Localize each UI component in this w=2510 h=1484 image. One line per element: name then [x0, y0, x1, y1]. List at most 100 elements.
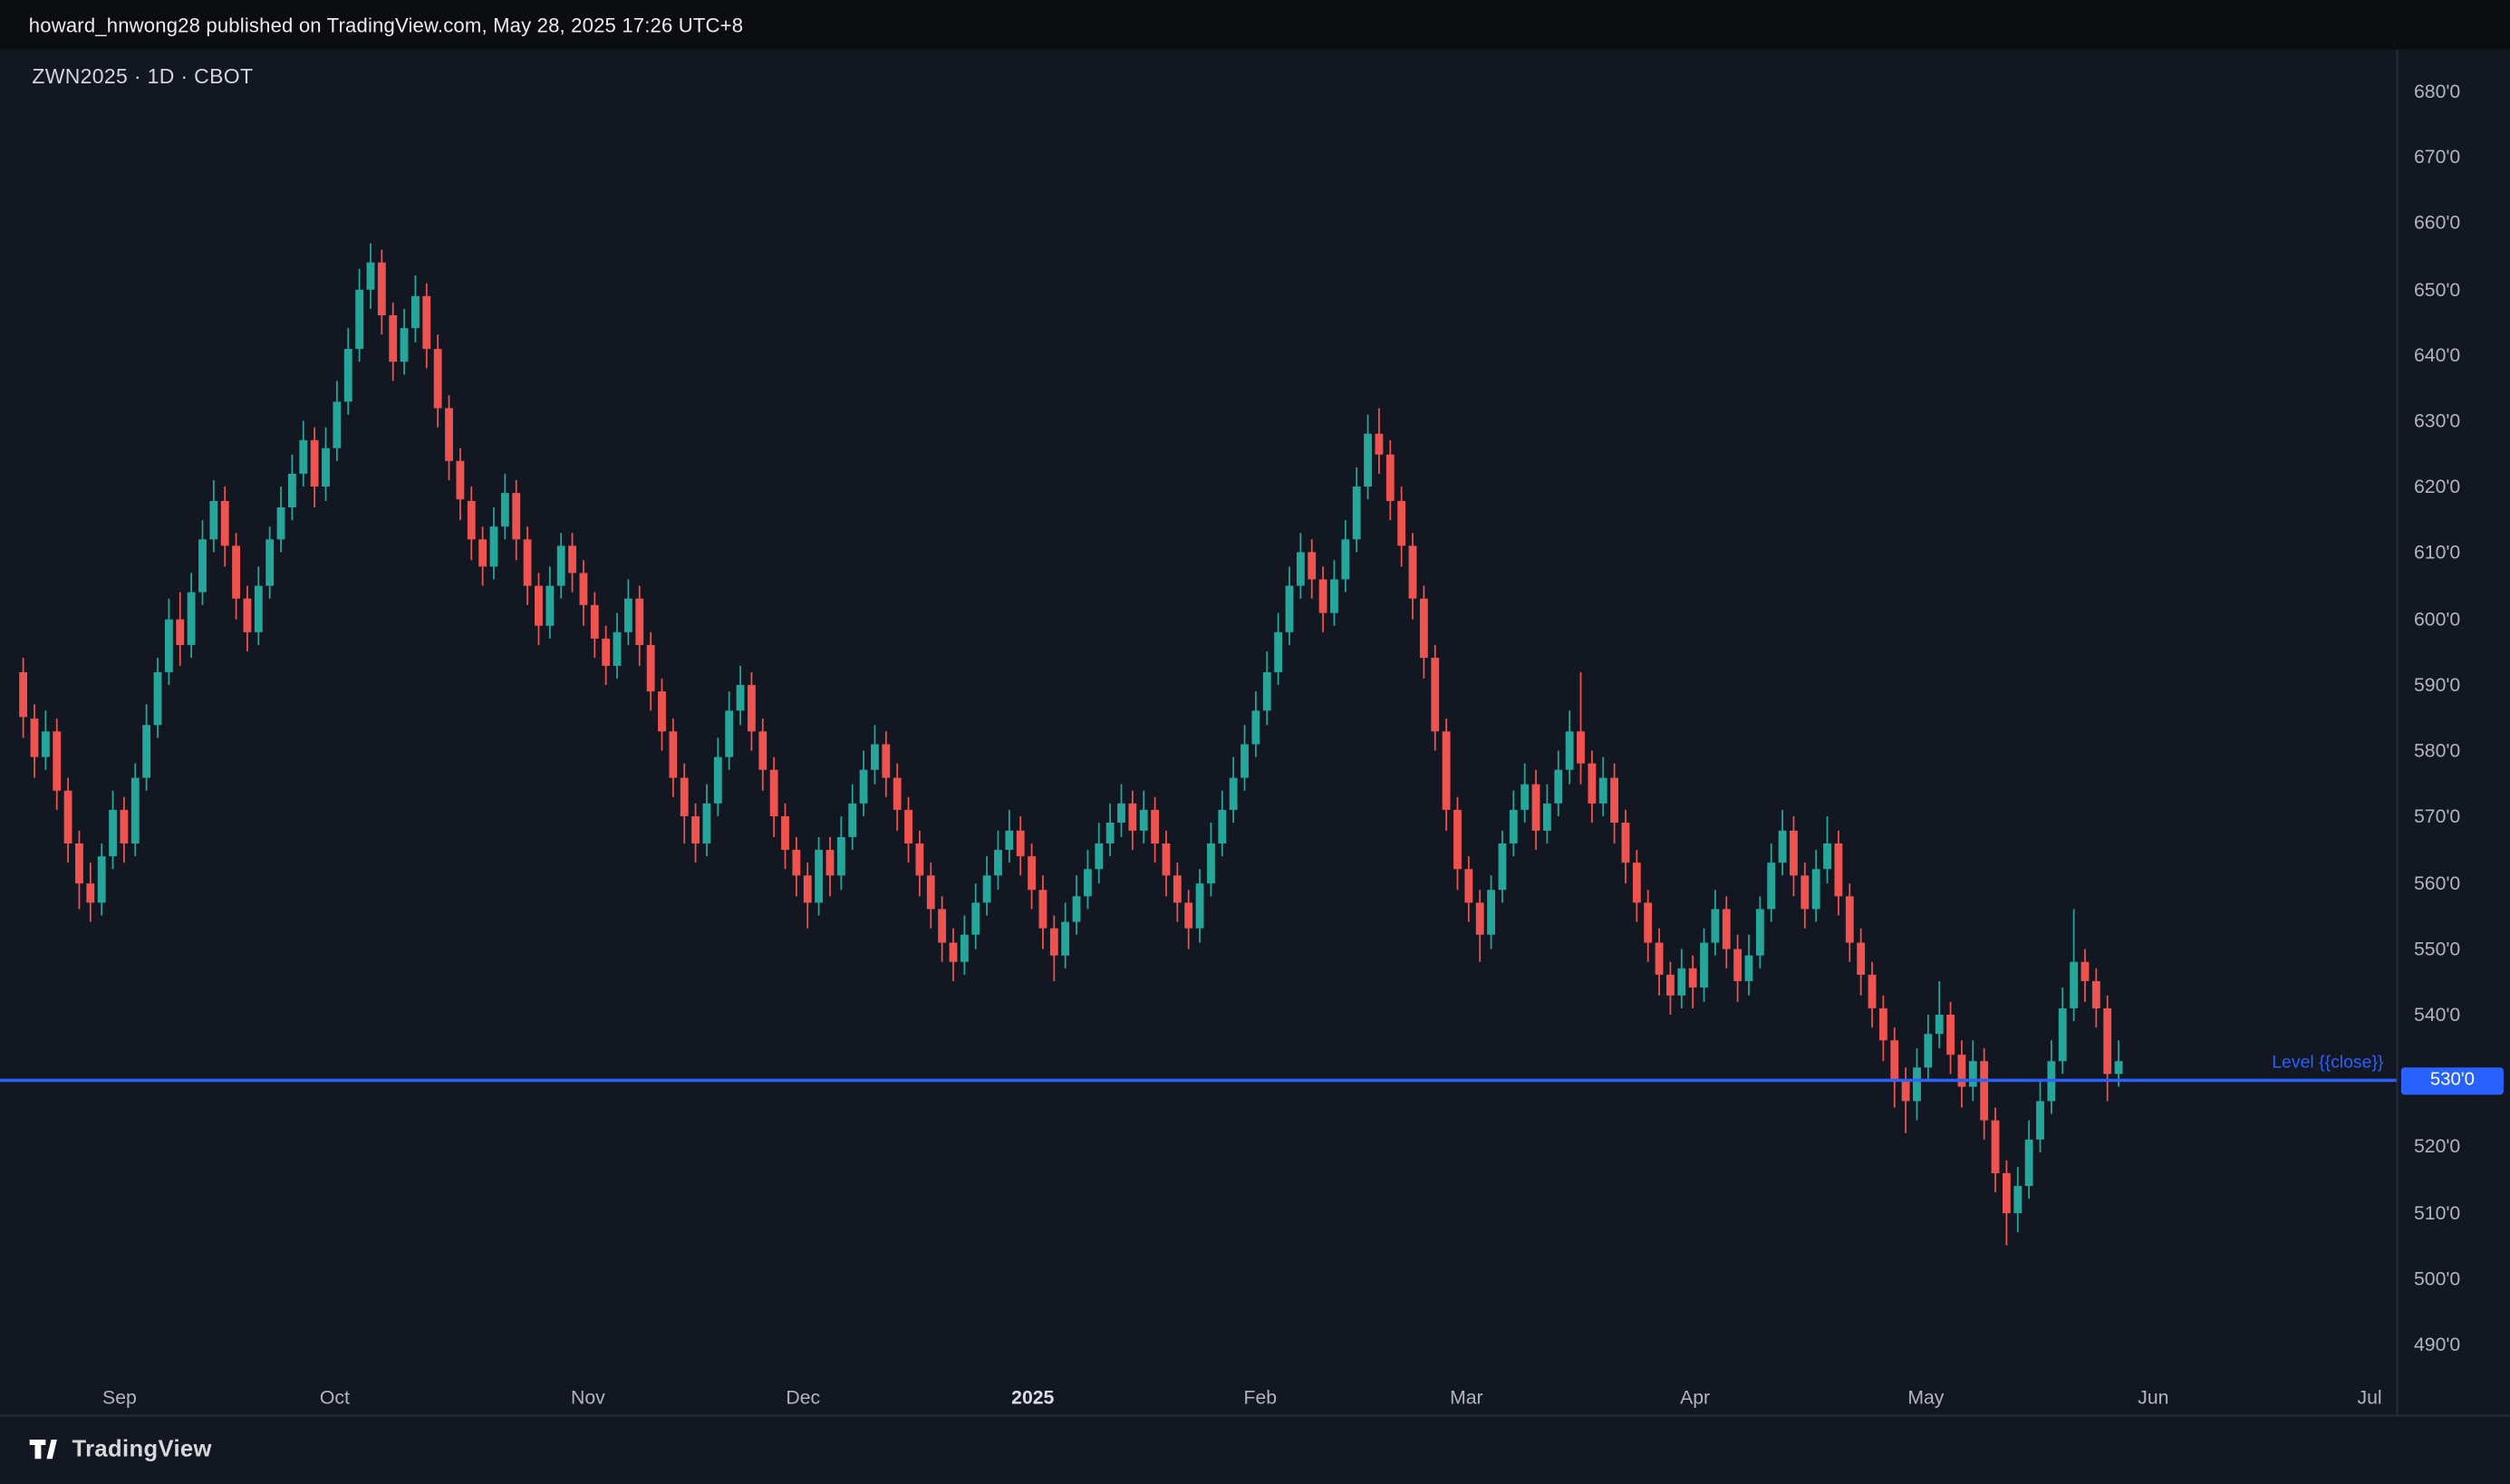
candle-body — [949, 941, 958, 962]
candle-body — [613, 631, 622, 666]
candle-body — [2091, 981, 2100, 1008]
candle-body — [120, 810, 129, 843]
candle-body — [243, 599, 252, 632]
candle-body — [1251, 711, 1260, 745]
time-tick-label: Oct — [319, 1385, 350, 1409]
time-axis[interactable]: Sep Oct Nov Dec 2025 Feb Mar Apr May Jun Jul — [0, 1383, 2397, 1414]
candle-body — [63, 790, 72, 843]
candle-body — [232, 546, 240, 600]
candle-body — [2002, 1172, 2011, 1213]
candle-body — [433, 348, 442, 409]
candle-body — [377, 262, 386, 316]
candle-body — [982, 876, 991, 903]
candle-body — [535, 585, 543, 626]
candle-body — [568, 546, 576, 573]
candle-body — [478, 539, 488, 566]
candle-body — [19, 671, 28, 718]
candle-body — [590, 605, 599, 639]
candle-body — [1117, 803, 1125, 824]
candle-wick — [1579, 671, 1582, 785]
candle-body — [467, 500, 476, 540]
tradingview-logo-icon[interactable] — [25, 1432, 59, 1466]
candle-body — [209, 500, 218, 540]
candle-body — [1935, 1014, 1944, 1035]
candle-body — [825, 849, 835, 876]
candle-body — [713, 756, 722, 804]
candle-body — [153, 671, 162, 725]
candle-body — [848, 803, 857, 837]
candle-body — [1968, 1060, 1977, 1087]
candle-body — [1811, 869, 1820, 910]
candle-body — [1229, 776, 1238, 811]
price-tick-label: 580'0 — [2414, 739, 2461, 763]
candle-body — [1442, 730, 1451, 811]
candle-body — [1352, 487, 1361, 540]
candle-body — [1520, 784, 1530, 811]
candle-body — [254, 585, 263, 632]
candle-body — [1241, 744, 1249, 777]
candle-body — [1049, 929, 1058, 956]
price-tick-label: 540'0 — [2414, 1003, 2461, 1026]
candle-body — [1991, 1120, 2000, 1173]
candle-body — [736, 684, 745, 711]
symbol-legend[interactable]: ZWN2025 · 1D · CBOT — [32, 63, 254, 89]
time-tick-label: Nov — [571, 1385, 605, 1409]
candle-body — [1644, 902, 1653, 942]
price-tick-label: 670'0 — [2414, 146, 2461, 169]
horizontal-level-line[interactable] — [0, 1078, 2397, 1083]
time-tick-label: Dec — [786, 1385, 821, 1409]
candle-body — [1162, 843, 1171, 877]
price-tick-label: 510'0 — [2414, 1200, 2461, 1224]
candle-body — [1790, 830, 1798, 877]
price-tick-label: 520'0 — [2414, 1135, 2461, 1158]
brand-text[interactable]: TradingView — [72, 1436, 212, 1462]
candle-body — [1016, 830, 1025, 857]
time-tick-label: May — [1907, 1385, 1945, 1409]
candle-body — [1924, 1034, 1933, 1068]
candle-body — [702, 803, 711, 843]
candle-body — [1431, 658, 1440, 731]
candle-body — [2058, 1007, 2067, 1061]
candle-body — [41, 730, 50, 757]
candle-body — [904, 810, 912, 843]
price-axis[interactable]: 530'0 680'0 670'0 660'0 650'0 640'0 630'0 620'… — [2396, 49, 2510, 1415]
candle-body — [882, 744, 891, 777]
candle-body — [265, 539, 275, 586]
candle-body — [691, 816, 700, 843]
chart-pane[interactable]: Level {{close}} — [0, 50, 2397, 1415]
candle-body — [1878, 1007, 1887, 1041]
candle-body — [1733, 949, 1743, 982]
candle-body — [545, 585, 555, 626]
candle-body — [1308, 553, 1317, 580]
candle-body — [859, 770, 868, 804]
price-tick-label: 550'0 — [2414, 937, 2461, 960]
candle-body — [1655, 941, 1664, 976]
price-tick-label: 680'0 — [2414, 80, 2461, 103]
candle-body — [792, 849, 801, 876]
candle-body — [1577, 730, 1585, 765]
candle-body — [512, 493, 521, 540]
candle-body — [1151, 810, 1160, 843]
price-tick-label: 610'0 — [2414, 541, 2461, 564]
candle-body — [500, 493, 509, 527]
candle-body — [2080, 961, 2090, 982]
candle-body — [1688, 968, 1697, 988]
candle-body — [1755, 909, 1764, 956]
candle-body — [2103, 1007, 2112, 1074]
candle-body — [1531, 784, 1540, 831]
candle-body — [86, 882, 95, 903]
candle-body — [926, 876, 935, 910]
time-tick-label: Feb — [1243, 1385, 1278, 1409]
candle-body — [1318, 579, 1327, 612]
candle-body — [1857, 941, 1866, 976]
candle-body — [1621, 823, 1630, 863]
time-tick-label: Mar — [1450, 1385, 1483, 1409]
candle-body — [1453, 810, 1462, 870]
candle-body — [1677, 968, 1686, 996]
candle-body — [1274, 631, 1283, 672]
candle-body — [1262, 671, 1271, 711]
level-price-tag: 530'0 — [2400, 1066, 2504, 1094]
price-tick-label: 500'0 — [2414, 1267, 2461, 1290]
candle-body — [1419, 599, 1428, 659]
